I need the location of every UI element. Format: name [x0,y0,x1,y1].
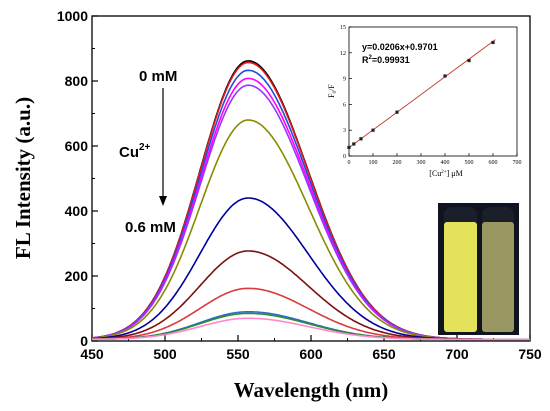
fit-r-squared: R2=0.99931 [362,55,410,65]
x-tick-label: 700 [445,346,469,362]
inset-x-tick-label: 400 [441,160,450,166]
inset-y-tick-label: 12 [340,51,346,57]
inset-y-tick-label: 9 [343,77,346,83]
inset-axes: 0 100 200 300 400 500 600 700 0 3 6 9 12 15 [340,25,522,166]
inset-data-point [395,110,399,114]
inset-data-point [491,40,495,45]
annotation-start: 0 mM [139,68,177,85]
inset-y-tick-label: 0 [343,154,346,160]
x-tick-label: 650 [372,346,396,362]
y-tick-label: 200 [65,268,89,284]
x-tick-label: 450 [80,346,104,362]
y-tick-label: 600 [65,138,89,154]
x-axis-title: Wavelength (nm) [234,378,389,402]
spectrum-series-12 [92,317,530,341]
y-tick-label: 1000 [57,8,88,24]
vial-right [482,207,514,332]
inset-data-point [347,145,351,149]
inset-chart: 0 100 200 300 400 500 600 700 0 3 6 9 12 15 y=0.0206x… [327,25,522,178]
y-tick-label: 400 [65,203,89,219]
inset-x-tick-label: 500 [465,160,474,166]
inset-x-tick-label: 0 [348,160,351,166]
inset-x-tick-label: 300 [417,160,426,166]
annotation-end: 0.6 mM [125,219,176,236]
y-tick-label: 0 [80,333,88,349]
annotation-ion: Cu2+ [119,142,151,161]
fit-equation: y=0.0206x+0.9701 [362,42,438,52]
inset-y-tick-label: 15 [340,25,346,31]
inset-background [346,25,520,161]
inset-y-tick-label: 6 [343,102,346,108]
inset-data-point [443,74,447,78]
inset-frame [348,26,518,157]
inset-data-point [371,128,375,132]
inset-data-point [359,137,363,141]
inset-x-tick-label: 200 [393,160,402,166]
x-tick-label: 600 [299,346,323,362]
y-tick-label: 800 [65,73,89,89]
inset-x-tick-label: 700 [513,160,522,166]
inset-x-axis-title: [Cu2+] μM [429,169,462,178]
inset-y-axis-title: F0/F [327,84,338,98]
inset-y-tick-label: 3 [343,128,346,134]
x-tick-label: 750 [518,346,542,362]
x-tick-label: 500 [153,346,177,362]
inset-points [347,40,495,149]
vials-photo [438,203,519,335]
spectra-lines [91,60,530,341]
x-tick-label: 550 [226,346,250,362]
vial-right-liquid [482,222,514,332]
vial-left-liquid [444,222,477,332]
inset-data-point [467,58,471,63]
arrow-head [159,196,167,206]
inset-x-tick-label: 600 [489,160,498,166]
y-axis-title: FL Intensity (a.u.) [11,97,35,259]
vial-left [444,207,477,332]
inset-x-tick-label: 100 [369,160,378,166]
inset-data-point [352,142,356,146]
